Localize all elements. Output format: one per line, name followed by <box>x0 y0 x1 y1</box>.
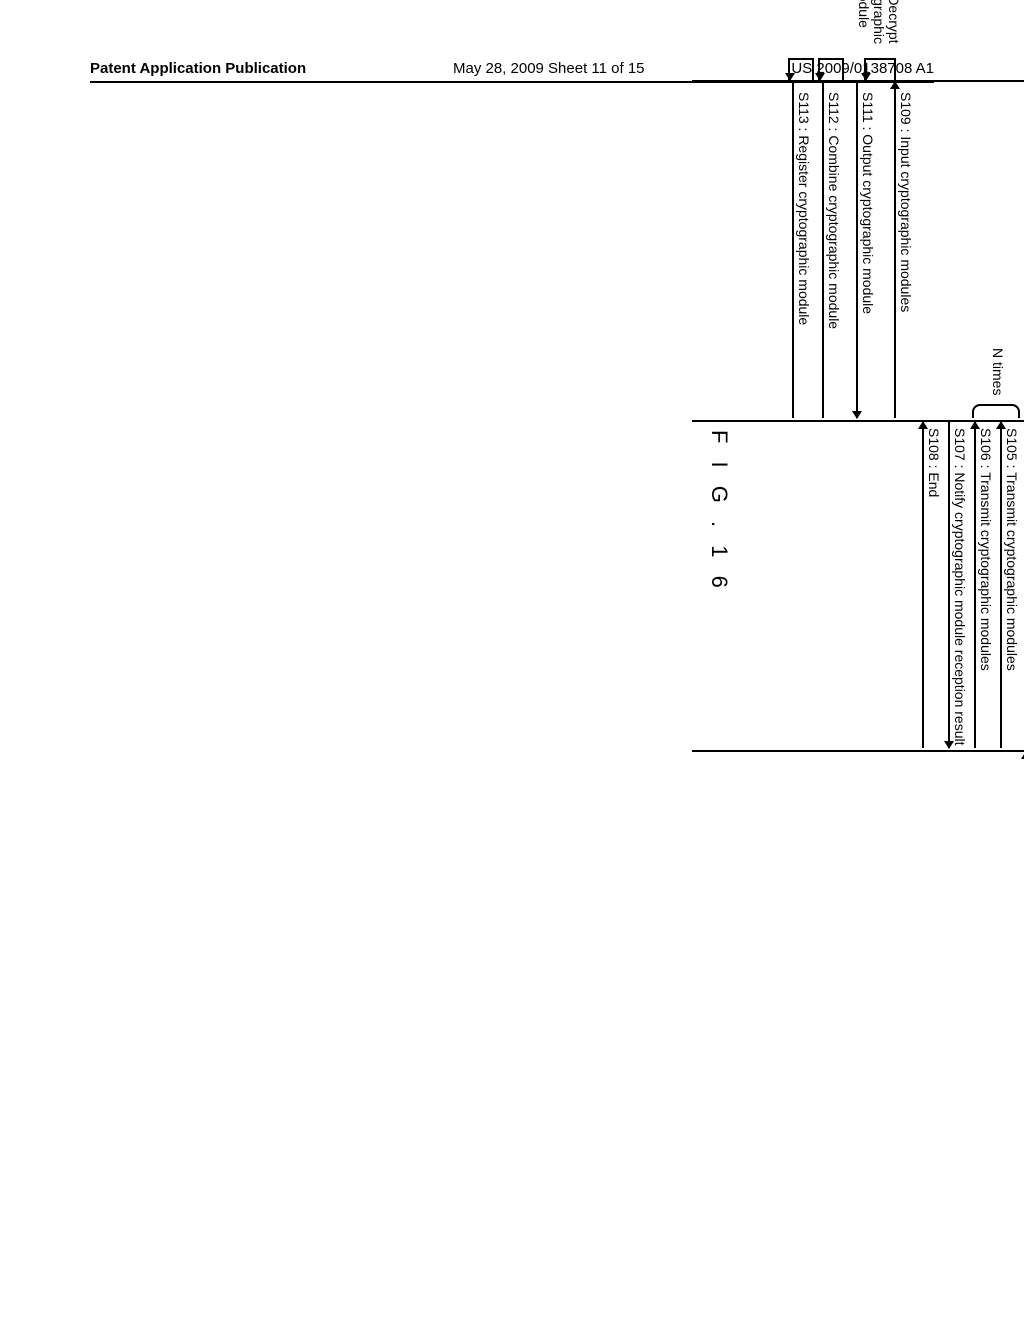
loop-s113 <box>788 58 814 80</box>
msg-s105: S105 : Transmit cryptographic modules <box>1004 428 1020 671</box>
msg-s110b: cryptographic <box>871 0 887 44</box>
msg-s111: S111 : Output cryptographic module <box>860 92 876 314</box>
msg-s106: S106 : Transmit cryptographic modules <box>978 428 994 671</box>
arrow-s107 <box>948 422 950 748</box>
lifeline-server <box>692 750 1024 752</box>
msg-s108: S108 : End <box>926 428 942 497</box>
figure-label: F I G . 1 6 <box>706 430 732 594</box>
bracket-n <box>972 404 1020 418</box>
msg-s107: S107 : Notify cryptographic module recep… <box>952 428 968 746</box>
arrow-s108 <box>922 422 924 748</box>
msg-s109: S109 : Input cryptographic modules <box>898 92 914 312</box>
header-mid: May 28, 2009 Sheet 11 of 15 <box>453 60 645 77</box>
arrow-s109 <box>894 82 896 418</box>
arrow-s111 <box>856 82 858 418</box>
arrow-s112-line <box>822 82 824 418</box>
msg-s110: S110 : Decrypt <box>886 0 902 44</box>
msg-ntimes: N times <box>990 348 1006 395</box>
arrow-s106 <box>974 422 976 748</box>
msg-s112: S112 : Combine cryptographic module <box>826 92 842 329</box>
lifeline-hw <box>692 80 1024 82</box>
header-left: Patent Application Publication <box>90 60 306 77</box>
bracket-n2 <box>858 68 914 78</box>
loop-s112 <box>818 58 844 80</box>
msg-s113: S113 : Register cryptographic module <box>796 92 812 325</box>
sequence-diagram: Cryptographic hardware 401 Client appara… <box>632 20 1024 1020</box>
msg-s110c: module <box>856 0 872 28</box>
arrow-s105 <box>1000 422 1002 748</box>
arrow-s113-line <box>792 82 794 418</box>
